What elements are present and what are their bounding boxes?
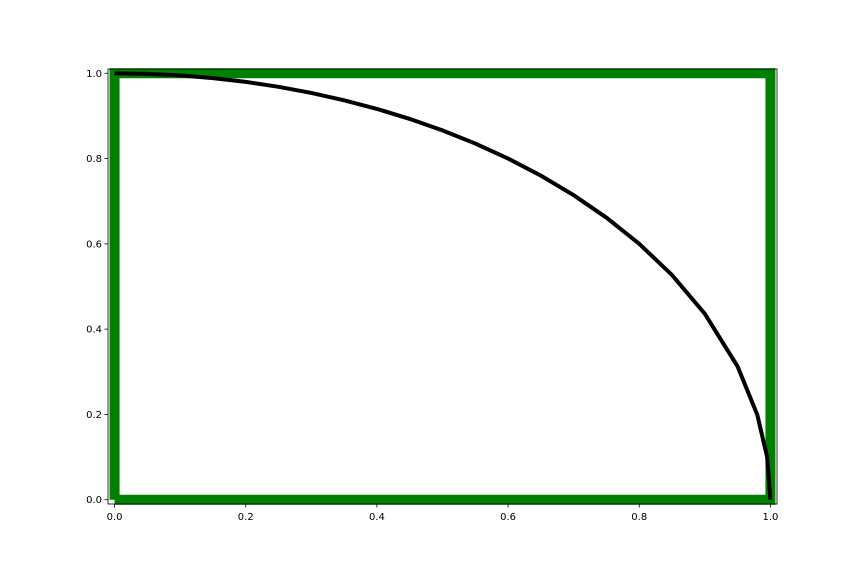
- x-tick-label: 0.8: [631, 512, 647, 523]
- series-square-line: [109, 68, 776, 505]
- y-tick-label: 1.0: [86, 69, 102, 80]
- y-tick-label: 0.0: [86, 495, 102, 506]
- y-axis: 0.0 0.2 0.4 0.6 0.8 1.0: [86, 69, 108, 506]
- x-tick-label: 0.4: [369, 512, 385, 523]
- axes-frame: [107, 68, 778, 505]
- x-tick-label: 0.2: [238, 512, 254, 523]
- y-tick-label: 0.6: [86, 239, 102, 250]
- x-tick-label: 1.0: [762, 512, 778, 523]
- y-tick-label: 0.2: [86, 410, 102, 421]
- x-tick-label: 0.0: [107, 512, 123, 523]
- plot-area: [109, 68, 776, 505]
- x-axis: 0.0 0.2 0.4 0.6 0.8 1.0: [107, 504, 778, 523]
- series-arc-line: [114, 71, 773, 500]
- y-tick-label: 0.8: [86, 154, 102, 165]
- x-tick-label: 0.6: [500, 512, 516, 523]
- y-tick-label: 0.4: [86, 325, 102, 336]
